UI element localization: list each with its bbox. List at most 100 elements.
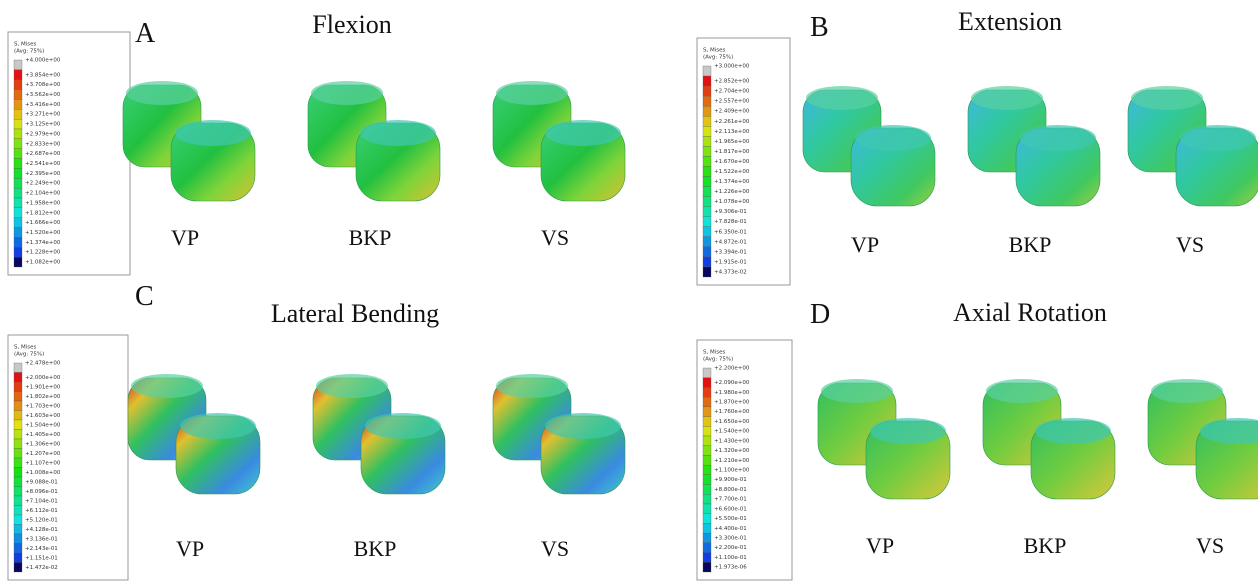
legend-label: +6.112e-01 [25, 508, 58, 514]
legend-header: S, Mises [14, 42, 37, 48]
legend-swatch [13, 552, 23, 563]
legend-subheader: (Avg: 75%) [703, 55, 733, 61]
legend-label: +1.522e+00 [714, 169, 750, 175]
legend-swatch [13, 486, 23, 497]
legend-label: +1.703e+00 [25, 403, 61, 409]
legend-swatch [702, 85, 712, 97]
legend-swatch [702, 176, 712, 187]
back-top [496, 81, 568, 105]
front-top [180, 413, 256, 439]
legend-box [696, 339, 793, 581]
legend-label: +1.430e+00 [714, 438, 750, 444]
legend-swatch [702, 75, 712, 87]
legend-swatch [13, 514, 23, 525]
legend-swatch [13, 109, 23, 120]
legend-swatch [702, 377, 712, 388]
legend-label: +1.958e+00 [25, 200, 61, 206]
legend-label: +2.249e+00 [25, 181, 61, 187]
legend-label: +2.104e+00 [25, 191, 61, 197]
legend-swatch [702, 256, 712, 268]
legend-label: +1.760e+00 [714, 409, 750, 415]
legend-swatch [702, 186, 712, 197]
model-label: BKP [1009, 232, 1052, 257]
front-top [1180, 125, 1256, 151]
vertebra-model [1147, 379, 1258, 500]
legend-label: +1.078e+00 [714, 199, 750, 205]
legend-swatch [702, 246, 712, 258]
legend-swatch [13, 197, 23, 209]
legend-swatch [13, 362, 23, 373]
legend-label: +3.136e-01 [25, 536, 58, 542]
back-top [131, 374, 203, 398]
legend-swatch [13, 543, 23, 554]
legend-label: +2.979e+00 [25, 131, 61, 137]
legend-label: +8.800e-01 [714, 487, 747, 493]
legend-label: +3.416e+00 [25, 102, 61, 108]
legend-swatch [13, 187, 23, 199]
legend-label: +1.603e+00 [25, 413, 61, 419]
legend-label: +2.143e-01 [25, 546, 58, 552]
legend-label: +2.090e+00 [714, 380, 750, 386]
model-label: BKP [349, 225, 392, 250]
model-label: VS [541, 536, 569, 561]
legend-swatch [13, 448, 23, 459]
legend-swatch [702, 196, 712, 207]
legend-label: +1.210e+00 [714, 458, 750, 464]
legend-swatch [702, 65, 712, 77]
panel-letter: A [135, 18, 156, 49]
legend-swatch [13, 476, 23, 487]
legend-swatch [13, 207, 23, 218]
legend-label: +2.000e+00 [25, 375, 61, 381]
legend-label: +2.200e-01 [714, 545, 747, 551]
panel-letter: B [810, 12, 829, 43]
legend-subheader: (Avg: 75%) [14, 352, 44, 358]
legend-swatch [702, 106, 712, 117]
panel-title: Axial Rotation [953, 298, 1107, 327]
vertebra-model [492, 81, 626, 202]
legend-label: +1.901e+00 [25, 384, 61, 390]
legend-label: +3.000e+00 [714, 64, 750, 70]
legend-label: +1.207e+00 [25, 451, 61, 457]
legend-label: +3.854e+00 [25, 72, 61, 78]
legend-swatch [13, 118, 23, 130]
front-top [1200, 418, 1258, 444]
legend-swatch [13, 217, 23, 228]
legend-swatch [702, 435, 712, 446]
legend-swatch [702, 116, 712, 127]
front-top [870, 418, 946, 444]
legend-label: +5.500e-01 [714, 516, 747, 522]
legend-swatch [13, 381, 23, 392]
legend-label: +1.306e+00 [25, 441, 61, 447]
front-top [1035, 418, 1111, 444]
legend-label: +2.113e+00 [714, 129, 750, 135]
legend-box [696, 37, 791, 286]
legend-label: +1.504e+00 [25, 422, 61, 428]
legend-swatch [13, 237, 23, 248]
panel-title: Extension [958, 7, 1062, 36]
legend-label: +1.973e-06 [714, 565, 747, 571]
model-label: VS [541, 225, 569, 250]
model-label: VS [1196, 533, 1224, 558]
legend-label: +3.394e-01 [714, 249, 747, 255]
legend-swatch [702, 126, 712, 137]
legend-label: +4.373e-02 [714, 269, 747, 275]
legend-label: +1.540e+00 [714, 429, 750, 435]
legend-swatch [702, 464, 712, 476]
legend-label: +2.541e+00 [25, 161, 61, 167]
legend-label: +1.802e+00 [25, 394, 61, 400]
legend-swatch [702, 445, 712, 456]
legend-swatch [702, 474, 712, 485]
legend-header: S, Mises [703, 48, 726, 54]
legend-label: +2.852e+00 [714, 79, 750, 85]
legend-label: +1.228e+00 [25, 250, 61, 256]
legend-swatch [702, 236, 712, 248]
legend-label: +1.915e-01 [714, 259, 747, 265]
legend-label: +1.374e+00 [714, 179, 750, 185]
legend-swatch [13, 533, 23, 544]
legend-swatch [13, 429, 23, 440]
legend-swatch [702, 146, 712, 157]
legend-label: +1.151e-01 [25, 555, 58, 561]
legend-header: S, Mises [703, 350, 726, 356]
legend-label: +1.226e+00 [714, 189, 750, 195]
